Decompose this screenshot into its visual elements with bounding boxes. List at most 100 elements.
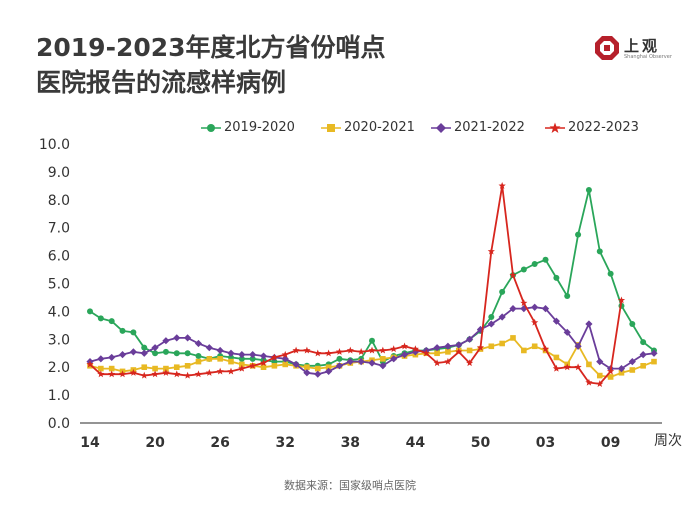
data-point-2020-2021 bbox=[173, 364, 180, 370]
data-point-2021-2022 bbox=[444, 342, 452, 350]
data-point-2020-2021 bbox=[260, 364, 267, 370]
data-point-2020-2021 bbox=[239, 361, 245, 368]
data-point-2022-2023 bbox=[216, 367, 224, 375]
data-point-2021-2022 bbox=[520, 305, 528, 313]
data-point-2021-2022 bbox=[335, 362, 344, 370]
data-point-2022-2023 bbox=[227, 367, 235, 375]
data-point-2020-2021 bbox=[445, 349, 451, 355]
data-point-2019-2020 bbox=[520, 266, 527, 273]
data-point-2020-2021 bbox=[282, 361, 289, 368]
data-point-2022-2023 bbox=[596, 380, 604, 388]
y-tick-label: 5.0 bbox=[48, 277, 70, 293]
data-point-2021-2022 bbox=[433, 344, 441, 352]
legend-marker-circle bbox=[201, 124, 221, 132]
data-point-2019-2020 bbox=[152, 350, 159, 357]
data-point-2022-2023 bbox=[531, 318, 539, 326]
data-point-2022-2023 bbox=[574, 363, 582, 371]
data-point-2020-2021 bbox=[206, 356, 213, 362]
y-tick-label: 9.0 bbox=[48, 165, 70, 181]
data-point-2022-2023 bbox=[466, 359, 474, 367]
data-point-2021-2022 bbox=[238, 351, 246, 359]
data-point-2021-2022 bbox=[173, 334, 181, 342]
data-point-2022-2023 bbox=[184, 371, 192, 379]
data-point-2022-2023 bbox=[108, 370, 116, 378]
legend-label-2021-2022: 2021-2022 bbox=[454, 120, 525, 135]
data-point-2021-2022 bbox=[509, 305, 517, 313]
data-point-2020-2021 bbox=[184, 363, 191, 369]
data-point-2021-2022 bbox=[140, 349, 148, 357]
data-point-2021-2022 bbox=[476, 325, 485, 334]
data-point-2021-2022 bbox=[617, 364, 626, 373]
data-point-2019-2020 bbox=[575, 231, 582, 238]
data-point-2021-2022 bbox=[97, 355, 105, 363]
data-point-2020-2021 bbox=[531, 343, 538, 350]
data-point-2020-2021 bbox=[325, 364, 332, 370]
line-chart: 0.0 1.0 2.0 3.0 4.0 5.0 6.0 7.0 8.0 9.0 10.0 14 20 26… bbox=[39, 137, 682, 451]
data-point-2019-2020 bbox=[336, 355, 343, 362]
legend-marker-star bbox=[545, 122, 565, 133]
logo-center bbox=[604, 45, 610, 51]
data-point-2021-2022 bbox=[552, 317, 560, 325]
data-point-2019-2020 bbox=[596, 248, 603, 255]
x-tick-label: 50 bbox=[471, 435, 491, 451]
data-point-2021-2022 bbox=[400, 351, 409, 359]
data-point-2021-2022 bbox=[585, 320, 593, 328]
data-point-2022-2023 bbox=[303, 346, 311, 354]
data-point-2020-2021 bbox=[510, 335, 516, 341]
data-point-2019-2020 bbox=[640, 339, 647, 346]
legend-label-2019-2020: 2019-2020 bbox=[224, 120, 295, 135]
data-point-2021-2022 bbox=[455, 341, 463, 349]
data-point-2020-2021 bbox=[607, 374, 614, 380]
data-point-2022-2023 bbox=[487, 247, 495, 255]
y-tick-label: 3.0 bbox=[48, 332, 70, 348]
data-point-2020-2021 bbox=[596, 372, 603, 379]
data-point-2019-2020 bbox=[564, 293, 571, 300]
data-point-2022-2023 bbox=[400, 342, 409, 350]
data-point-2022-2023 bbox=[238, 364, 246, 372]
data-point-2020-2021 bbox=[629, 367, 636, 373]
data-point-2020-2021 bbox=[466, 347, 473, 354]
chart-title: 2019-2023年度北方省份哨点 医院报告的流感样病例 bbox=[36, 30, 386, 100]
data-point-2022-2023 bbox=[498, 182, 506, 189]
y-tick-label: 0.0 bbox=[48, 416, 70, 432]
data-point-2019-2020 bbox=[553, 274, 560, 281]
data-point-2020-2021 bbox=[228, 358, 234, 365]
data-point-2022-2023 bbox=[325, 349, 333, 357]
y-tick-label: 7.0 bbox=[48, 221, 70, 237]
data-point-2020-2021 bbox=[521, 347, 527, 354]
data-point-2022-2023 bbox=[151, 370, 159, 378]
data-point-2022-2023 bbox=[607, 367, 615, 375]
data-point-2022-2023 bbox=[335, 348, 344, 355]
data-point-2021-2022 bbox=[574, 342, 582, 350]
data-point-2021-2022 bbox=[216, 346, 224, 355]
data-point-2022-2023 bbox=[314, 349, 322, 357]
data-point-2022-2023 bbox=[194, 370, 203, 378]
data-point-2019-2020 bbox=[542, 256, 549, 263]
data-point-2021-2022 bbox=[379, 362, 387, 370]
data-point-2022-2023 bbox=[259, 359, 268, 367]
data-point-2021-2022 bbox=[390, 355, 398, 363]
data-point-2021-2022 bbox=[129, 348, 137, 356]
data-point-2022-2023 bbox=[617, 296, 626, 304]
data-point-2022-2023 bbox=[357, 348, 365, 355]
data-point-2021-2022 bbox=[184, 334, 192, 342]
data-point-2020-2021 bbox=[586, 361, 592, 368]
data-point-2019-2020 bbox=[173, 350, 180, 357]
data-point-2020-2021 bbox=[108, 365, 115, 372]
data-point-2022-2023 bbox=[162, 368, 170, 376]
data-point-2020-2021 bbox=[98, 365, 104, 372]
data-point-2020-2021 bbox=[314, 365, 321, 372]
data-point-2021-2022 bbox=[596, 358, 604, 366]
data-point-2020-2021 bbox=[271, 363, 278, 369]
data-point-2021-2022 bbox=[498, 313, 506, 321]
data-point-2021-2022 bbox=[205, 344, 213, 352]
data-point-2020-2021 bbox=[651, 358, 657, 365]
data-point-2020-2021 bbox=[640, 363, 646, 369]
data-point-2022-2023 bbox=[541, 345, 550, 353]
y-tick-label: 6.0 bbox=[48, 249, 70, 265]
data-point-2022-2023 bbox=[552, 364, 560, 372]
data-point-2021-2022 bbox=[151, 344, 159, 352]
data-point-2019-2020 bbox=[488, 313, 495, 320]
data-point-2021-2022 bbox=[628, 358, 636, 366]
data-point-2022-2023 bbox=[270, 353, 278, 361]
